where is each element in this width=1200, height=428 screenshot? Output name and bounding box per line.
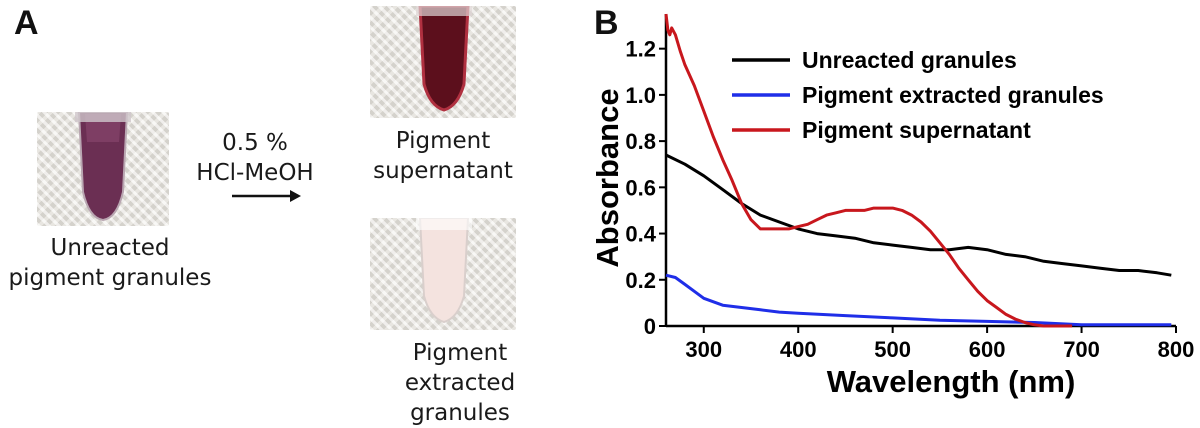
reagent-label: 0.5 % HCl-MeOH xyxy=(190,128,320,188)
x-tick-label: 800 xyxy=(1158,337,1195,362)
supernatant-caption: Pigment supernatant xyxy=(343,126,543,186)
y-tick-label: 0.2 xyxy=(625,268,656,293)
unreacted-tube-photo xyxy=(37,112,169,226)
panel-b-label: B xyxy=(594,4,619,42)
series-line-2 xyxy=(665,273,1172,327)
unreacted-caption-line1: Unreacted xyxy=(50,235,170,261)
legend-label: Unreacted granules xyxy=(802,47,1017,73)
panel-a-label: A xyxy=(14,4,39,42)
x-tick-label: 300 xyxy=(685,337,722,362)
supernatant-caption-line2: supernatant xyxy=(373,158,513,184)
y-axis-label: Absorbance xyxy=(590,88,625,267)
extracted-caption-line1: Pigment xyxy=(412,340,508,366)
supernatant-caption-line1: Pigment xyxy=(395,128,491,154)
reagent-concentration: 0.5 % xyxy=(222,130,288,156)
extracted-tube-icon xyxy=(416,218,472,324)
y-tick-label: 1.0 xyxy=(625,83,656,108)
supernatant-tube-icon xyxy=(416,6,472,112)
series-line-1 xyxy=(665,153,1172,277)
y-tick-label: 0 xyxy=(644,314,656,339)
y-tick-label: 0.6 xyxy=(625,175,656,200)
y-tick-label: 1.2 xyxy=(625,37,656,62)
reagent-name: HCl-MeOH xyxy=(196,160,314,186)
x-tick-label: 400 xyxy=(780,337,817,362)
unreacted-caption-line2: pigment granules xyxy=(8,265,212,291)
unreacted-tube-icon xyxy=(75,112,131,222)
y-tick-label: 0.8 xyxy=(625,129,656,154)
series-line-3 xyxy=(664,13,1073,328)
legend-label: Pigment supernatant xyxy=(802,117,1031,143)
legend-label: Pigment extracted granules xyxy=(802,82,1104,108)
x-tick-label: 500 xyxy=(874,337,911,362)
absorbance-chart: 0 0.2 0.4 0.6 0.8 1.0 1.2 300 400 500 600 700 800 Wav… xyxy=(590,13,1195,399)
x-tick-label: 600 xyxy=(969,337,1006,362)
x-tick-label: 700 xyxy=(1063,337,1100,362)
extracted-tube-photo xyxy=(370,218,516,330)
unreacted-caption: Unreacted pigment granules xyxy=(0,233,220,293)
supernatant-tube-photo xyxy=(370,6,516,118)
y-tick-label: 0.4 xyxy=(625,222,656,247)
x-axis-label: Wavelength (nm) xyxy=(827,364,1076,399)
reaction-arrow-icon xyxy=(232,190,301,202)
